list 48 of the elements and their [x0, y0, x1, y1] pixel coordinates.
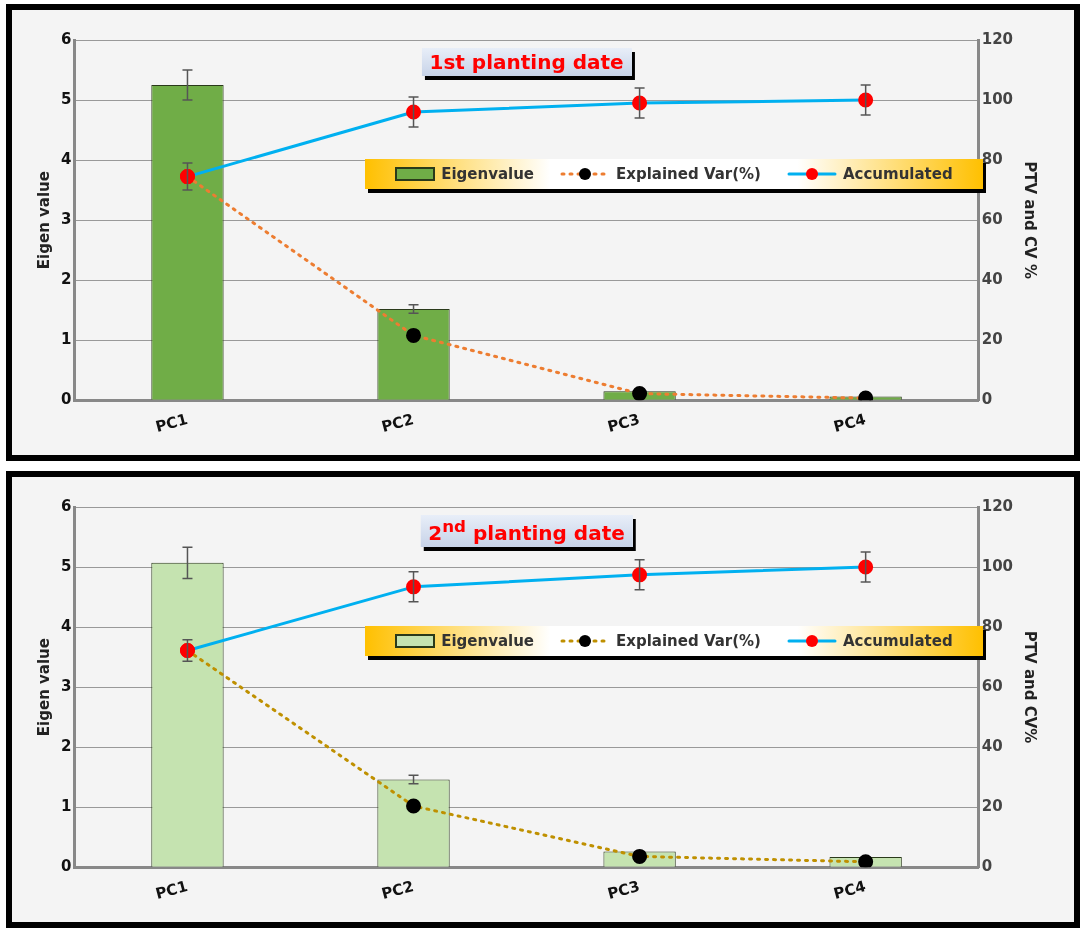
text: 2$^{nd}$ planting date	[420, 515, 633, 547]
legend-label: Eigenvalue	[441, 164, 535, 183]
y2-tick-label: 120	[981, 29, 1013, 48]
y-tick-label: 4	[61, 616, 72, 635]
y-tick-label: 2	[61, 270, 72, 289]
y-tick-label: 0	[61, 390, 72, 409]
legend-label: Accumulated	[842, 164, 953, 183]
x-tick-label: PC4	[831, 877, 868, 903]
x-tick-label: PC2	[379, 877, 416, 903]
y2-tick-label: 120	[981, 496, 1013, 515]
y-tick-label: 2	[61, 737, 72, 756]
x-tick-label: PC3	[605, 410, 642, 436]
y2-tick-label: 60	[981, 210, 1003, 228]
y-tick-label: 1	[61, 330, 72, 349]
y2-tick-label: 80	[981, 149, 1003, 168]
y-tick-label: 6	[61, 29, 72, 48]
y-tick-label: 4	[61, 149, 72, 168]
y2-tick-label: 80	[981, 616, 1003, 635]
y2-tick-label: 20	[981, 330, 1003, 349]
legend-label: Explained Var(%)	[616, 631, 761, 650]
x-tick-label: PC1	[153, 877, 190, 903]
y-axis-title: Eigen value	[34, 171, 53, 270]
y-tick-label: 3	[61, 210, 72, 228]
y2-tick-label: 0	[981, 390, 993, 409]
x-tick-label: PC3	[605, 877, 642, 903]
text: 1st planting date	[421, 48, 632, 76]
y2-tick-label: 40	[981, 737, 1003, 756]
x-tick-label: PC1	[153, 410, 190, 436]
y-tick-label: 5	[61, 556, 72, 575]
y2-axis-title: PTV and CV %	[1021, 161, 1040, 279]
legend-label: Accumulated	[842, 631, 953, 650]
x-tick-label: PC4	[831, 410, 868, 436]
y-tick-label: 6	[61, 496, 72, 515]
y-axis-title: Eigen value	[34, 638, 53, 737]
legend-label: Eigenvalue	[441, 631, 535, 650]
y2-tick-label: 40	[981, 270, 1003, 289]
y2-tick-label: 100	[981, 556, 1013, 575]
y-tick-label: 1	[61, 797, 72, 816]
y-tick-label: 5	[61, 89, 72, 108]
legend-label: Explained Var(%)	[616, 164, 761, 183]
x-tick-label: PC2	[379, 410, 416, 436]
y-tick-label: 0	[61, 857, 72, 876]
y2-tick-label: 20	[981, 797, 1003, 816]
y2-tick-label: 60	[981, 677, 1003, 695]
y2-tick-label: 0	[981, 857, 993, 876]
y2-tick-label: 100	[981, 89, 1013, 108]
y2-axis-title: PTV and CV%	[1021, 630, 1040, 744]
y-tick-label: 3	[61, 677, 72, 695]
